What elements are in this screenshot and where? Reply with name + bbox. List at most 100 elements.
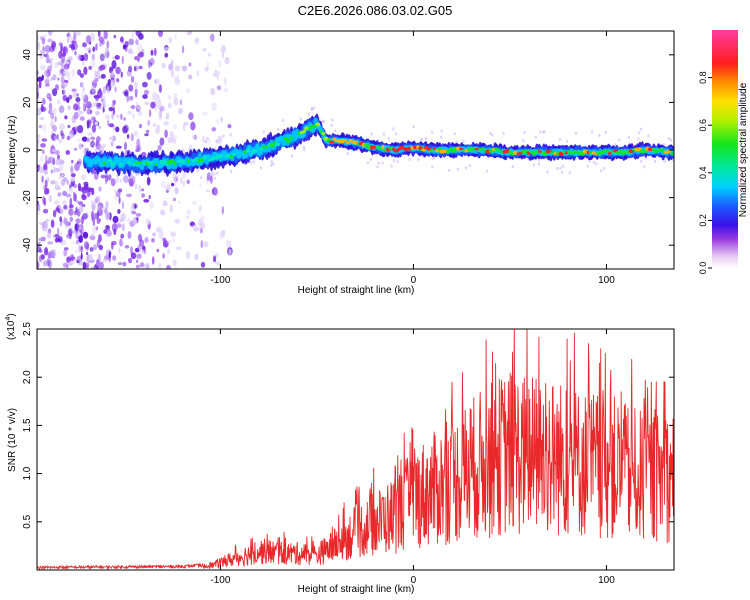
ridge-core <box>299 130 304 135</box>
x-tick-label: -100 <box>210 575 230 586</box>
noise-speck <box>123 117 126 121</box>
noise-speck <box>94 212 99 220</box>
noise-speck <box>53 135 57 142</box>
noise-speck <box>491 133 494 137</box>
noise-speck <box>93 78 97 84</box>
noise-speck <box>111 240 117 246</box>
noise-speck <box>166 182 171 191</box>
noise-speck <box>130 133 134 142</box>
noise-speck <box>58 231 63 237</box>
noise-speck <box>61 133 65 140</box>
noise-speck <box>485 169 489 173</box>
noise-speck <box>44 247 49 256</box>
noise-speck <box>63 70 68 75</box>
noise-speck <box>214 69 218 77</box>
noise-speck <box>98 244 103 251</box>
figure-title: C2E6.2026.086.03.02.G05 <box>298 3 453 18</box>
noise-speck <box>39 49 45 56</box>
noise-speck <box>111 60 117 69</box>
noise-speck <box>105 48 109 53</box>
noise-speck <box>77 125 84 134</box>
noise-speck <box>174 177 177 187</box>
noise-speck <box>112 215 119 223</box>
ridge-core <box>194 156 199 162</box>
noise-speck <box>114 86 117 93</box>
noise-speck <box>249 161 253 165</box>
noise-speck <box>120 71 124 78</box>
ridge-core <box>172 161 177 166</box>
noise-speck <box>134 183 138 190</box>
noise-speck <box>188 62 192 67</box>
noise-speck <box>186 215 190 219</box>
noise-speck <box>182 45 185 54</box>
noise-speck <box>502 131 505 135</box>
ridge-core <box>604 149 610 153</box>
noise-speck <box>90 136 96 140</box>
noise-speck <box>565 139 569 143</box>
noise-speck <box>83 181 89 187</box>
noise-speck <box>176 75 179 80</box>
ridge-core <box>319 130 323 134</box>
noise-speck <box>157 144 162 151</box>
noise-speck <box>90 59 96 69</box>
noise-speck <box>129 95 134 101</box>
ridge-core <box>269 143 275 148</box>
noise-speck <box>69 254 75 262</box>
ridge-core <box>285 138 291 143</box>
noise-speck <box>83 94 89 103</box>
noise-speck <box>489 131 492 135</box>
noise-speck <box>111 56 115 60</box>
noise-speck <box>590 130 594 134</box>
noise-speck <box>85 101 92 109</box>
noise-speck <box>97 208 103 212</box>
noise-speck <box>174 33 177 41</box>
snr-y-axis: 0.5 1.0 1.5 2.0 2.5 <box>22 322 674 529</box>
noise-speck <box>48 259 52 269</box>
noise-speck <box>86 265 89 269</box>
noise-speck <box>396 159 399 163</box>
noise-speck <box>115 66 121 75</box>
colorbar-tick-label: 0.8 <box>698 71 708 84</box>
noise-speck <box>77 138 81 143</box>
noise-speck <box>166 240 172 244</box>
noise-speck <box>43 169 49 175</box>
noise-speck <box>128 38 134 46</box>
noise-speck <box>103 101 106 109</box>
noise-speck <box>144 133 149 137</box>
noise-speck <box>523 130 526 135</box>
noise-speck <box>56 99 61 105</box>
noise-speck <box>330 123 333 127</box>
noise-speck <box>124 91 129 97</box>
noise-speck <box>614 143 617 147</box>
noise-speck <box>121 223 126 232</box>
noise-speck <box>123 44 127 48</box>
noise-speck <box>82 86 86 92</box>
y-tick-label: 1.0 <box>22 466 33 480</box>
noise-speck <box>408 157 411 162</box>
noise-speck <box>211 170 214 174</box>
noise-speck <box>58 50 63 59</box>
noise-speck <box>197 218 204 227</box>
noise-speck <box>38 249 43 253</box>
noise-speck <box>200 240 204 249</box>
noise-speck <box>141 151 147 158</box>
noise-speck <box>556 166 559 170</box>
noise-speck <box>71 159 74 164</box>
noise-speck <box>111 112 114 120</box>
noise-speck <box>95 141 101 150</box>
ridge-core <box>504 148 510 154</box>
noise-speck <box>219 231 225 240</box>
noise-speck <box>532 163 536 167</box>
noise-speck <box>71 49 74 53</box>
noise-speck <box>158 84 162 93</box>
noise-speck <box>83 66 88 76</box>
spectrogram-y-axis: -40 -20 0 20 40 <box>22 49 674 252</box>
noise-speck <box>439 135 443 139</box>
noise-speck <box>213 255 217 263</box>
noise-speck <box>42 123 47 132</box>
noise-speck <box>119 238 123 247</box>
noise-speck <box>86 251 89 256</box>
noise-speck <box>118 247 121 254</box>
noise-speck <box>91 187 95 196</box>
noise-speck <box>303 148 306 152</box>
